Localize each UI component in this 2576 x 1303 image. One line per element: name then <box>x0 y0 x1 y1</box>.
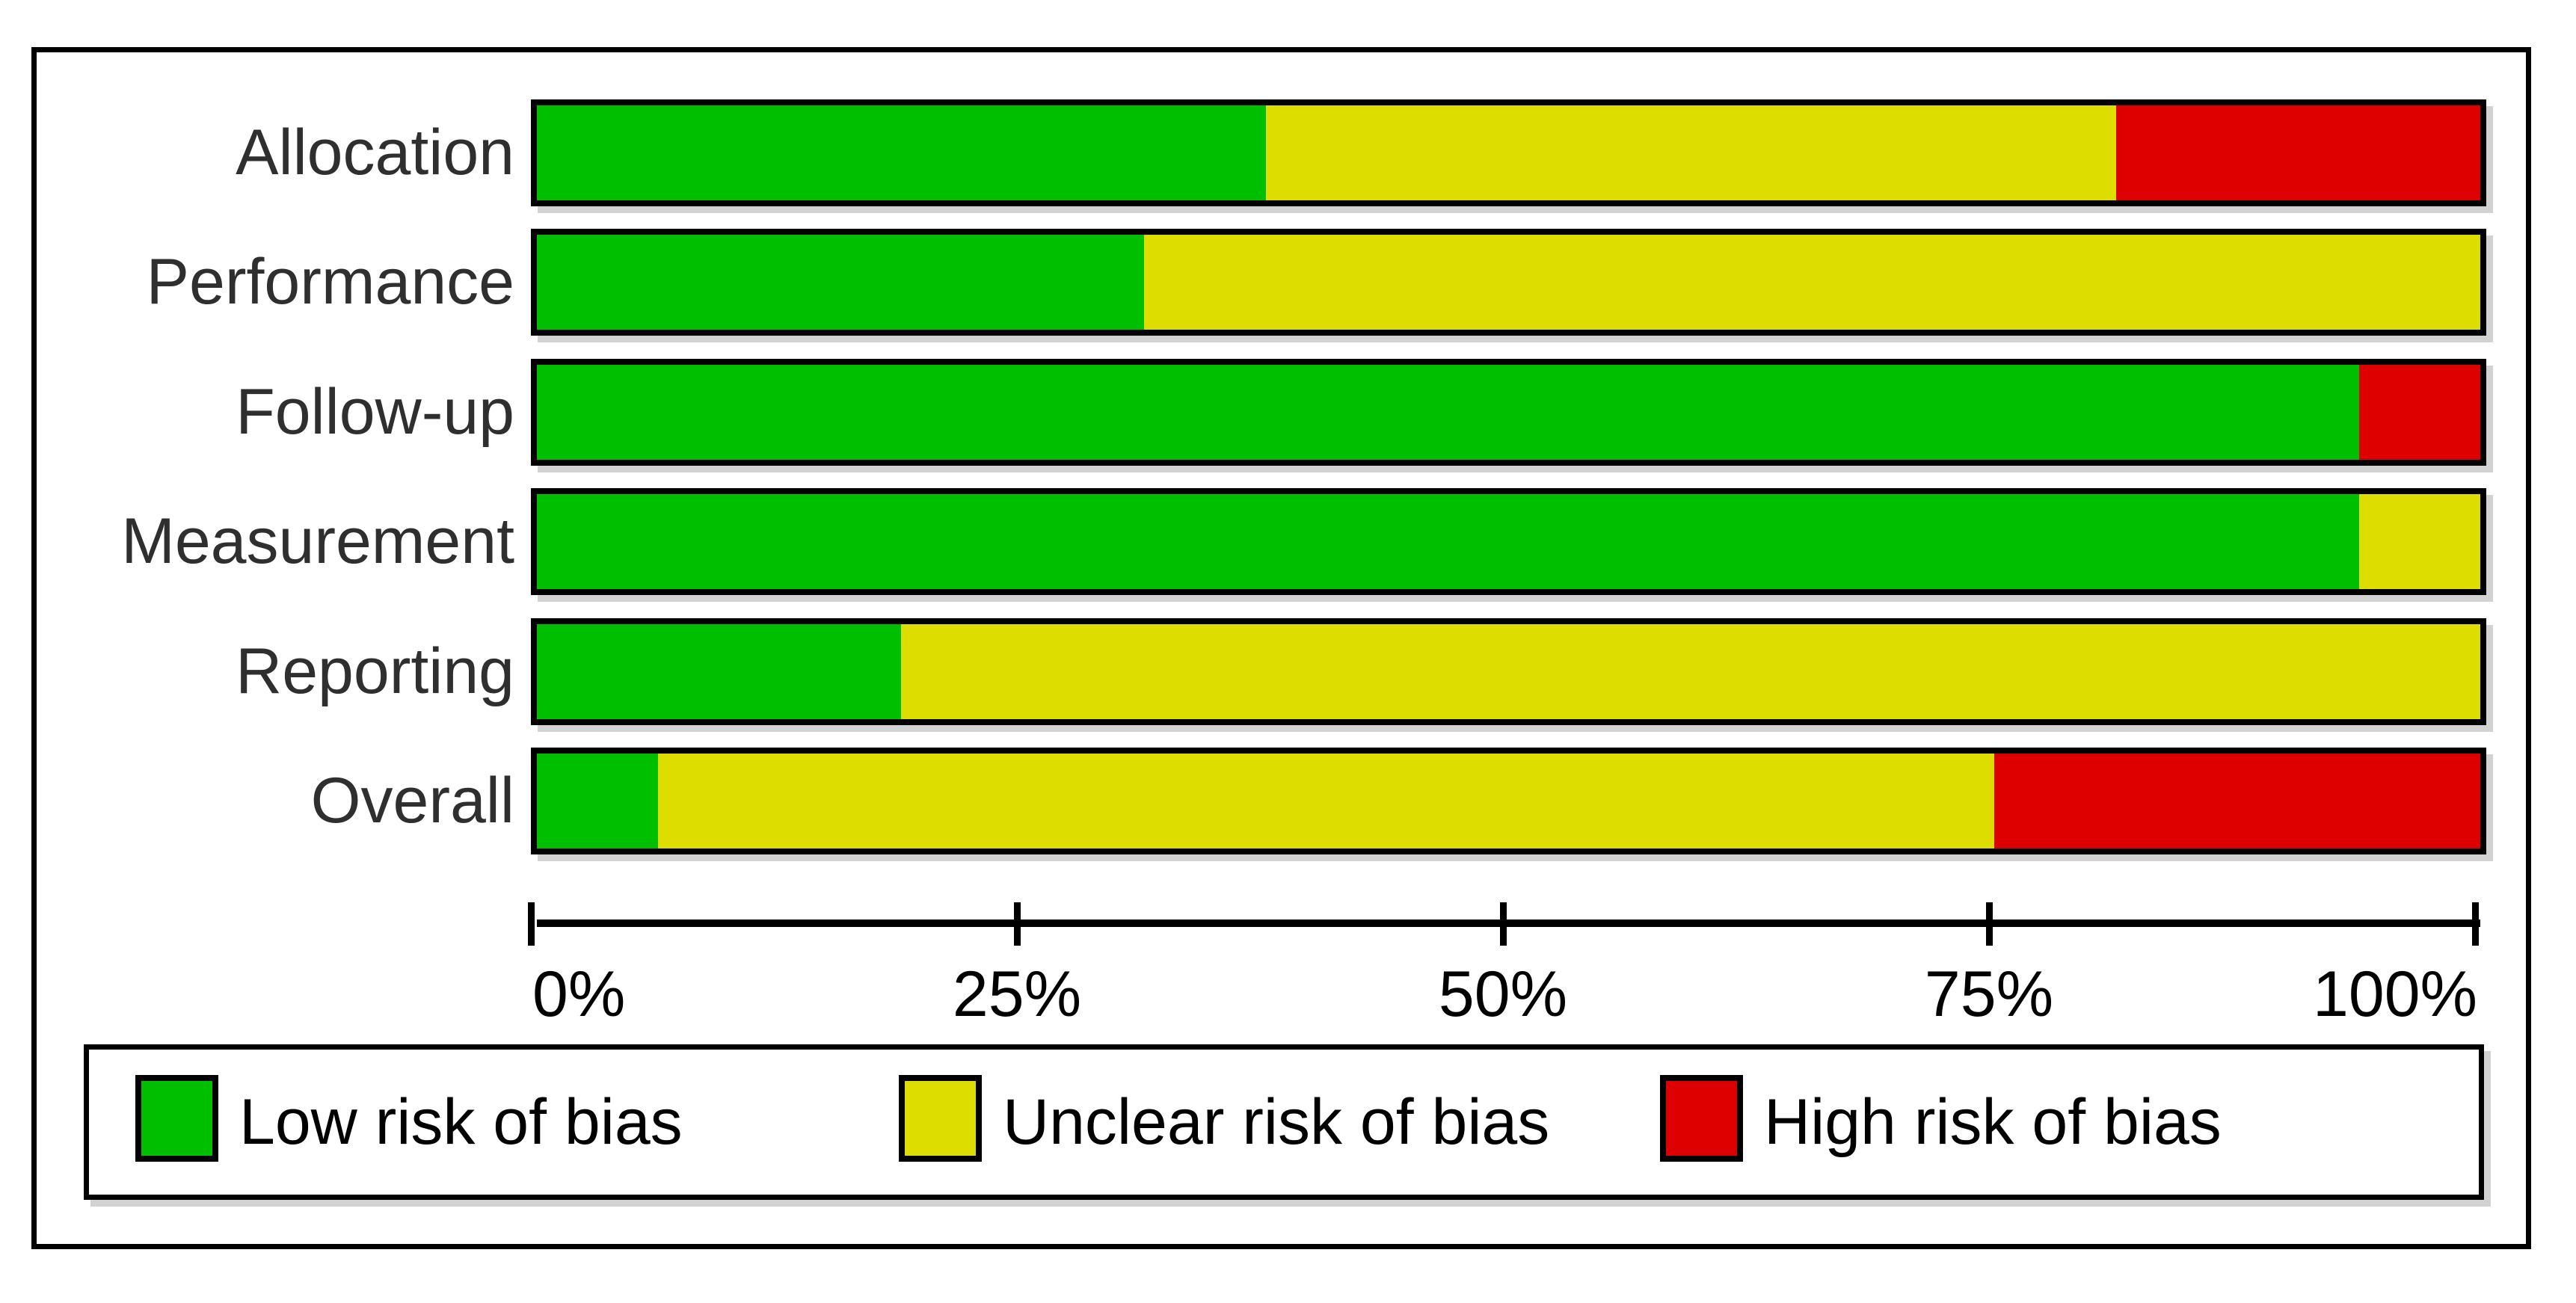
x-axis-tick-50 <box>1500 902 1507 946</box>
x-axis-line <box>537 920 2480 927</box>
legend-box <box>84 1044 2484 1200</box>
x-axis-tick-100 <box>2472 902 2479 946</box>
category-label-reporting: Reporting <box>236 635 514 707</box>
bar-segment-unclear-risk-of-bias-reporting <box>901 624 2480 719</box>
bar-segment-low-risk-of-bias-overall <box>537 754 659 848</box>
x-axis-tick-0 <box>528 902 535 946</box>
category-label-follow-up: Follow-up <box>236 376 514 448</box>
bar-segment-low-risk-of-bias-reporting <box>537 624 902 719</box>
bar-follow-up <box>531 359 2486 466</box>
category-label-allocation: Allocation <box>236 117 514 188</box>
category-label-measurement: Measurement <box>121 505 514 577</box>
x-axis-tick-label-75: 75% <box>1924 958 2054 1030</box>
bar-measurement <box>531 488 2486 595</box>
category-label-overall: Overall <box>310 765 514 837</box>
bar-segment-unclear-risk-of-bias-performance <box>1144 235 2480 330</box>
bar-segment-low-risk-of-bias-follow-up <box>537 365 2359 460</box>
bar-segment-unclear-risk-of-bias-overall <box>658 754 1995 848</box>
category-label-performance: Performance <box>146 246 514 318</box>
bar-reporting <box>531 618 2486 725</box>
bar-segment-high-risk-of-bias-overall <box>1994 754 2480 848</box>
x-axis-tick-label-25: 25% <box>952 958 1082 1030</box>
bar-segment-high-risk-of-bias-allocation <box>2115 105 2480 200</box>
bar-performance <box>531 229 2486 336</box>
bar-segment-low-risk-of-bias-performance <box>537 235 1145 330</box>
x-axis-tick-75 <box>1986 902 1993 946</box>
legend-swatch-unclear-risk-of-bias <box>899 1075 982 1162</box>
x-axis-tick-label-50: 50% <box>1438 958 1568 1030</box>
bar-overall <box>531 748 2486 854</box>
x-axis-tick-label-0: 0% <box>532 958 626 1030</box>
x-axis-tick-label-100: 100% <box>2313 958 2477 1030</box>
legend-label-high-risk-of-bias: High risk of bias <box>1764 1085 2222 1158</box>
bar-allocation <box>531 99 2486 206</box>
legend-label-unclear-risk-of-bias: Unclear risk of bias <box>1003 1085 1550 1158</box>
x-axis-tick-25 <box>1014 902 1021 946</box>
legend-swatch-low-risk-of-bias <box>135 1075 218 1162</box>
bar-segment-unclear-risk-of-bias-allocation <box>1265 105 2116 200</box>
bar-segment-high-risk-of-bias-follow-up <box>2358 365 2480 460</box>
legend-label-low-risk-of-bias: Low risk of bias <box>239 1085 683 1158</box>
bar-segment-unclear-risk-of-bias-measurement <box>2358 494 2480 589</box>
bar-segment-low-risk-of-bias-measurement <box>537 494 2359 589</box>
legend-swatch-high-risk-of-bias <box>1660 1075 1743 1162</box>
bar-segment-low-risk-of-bias-allocation <box>537 105 1266 200</box>
